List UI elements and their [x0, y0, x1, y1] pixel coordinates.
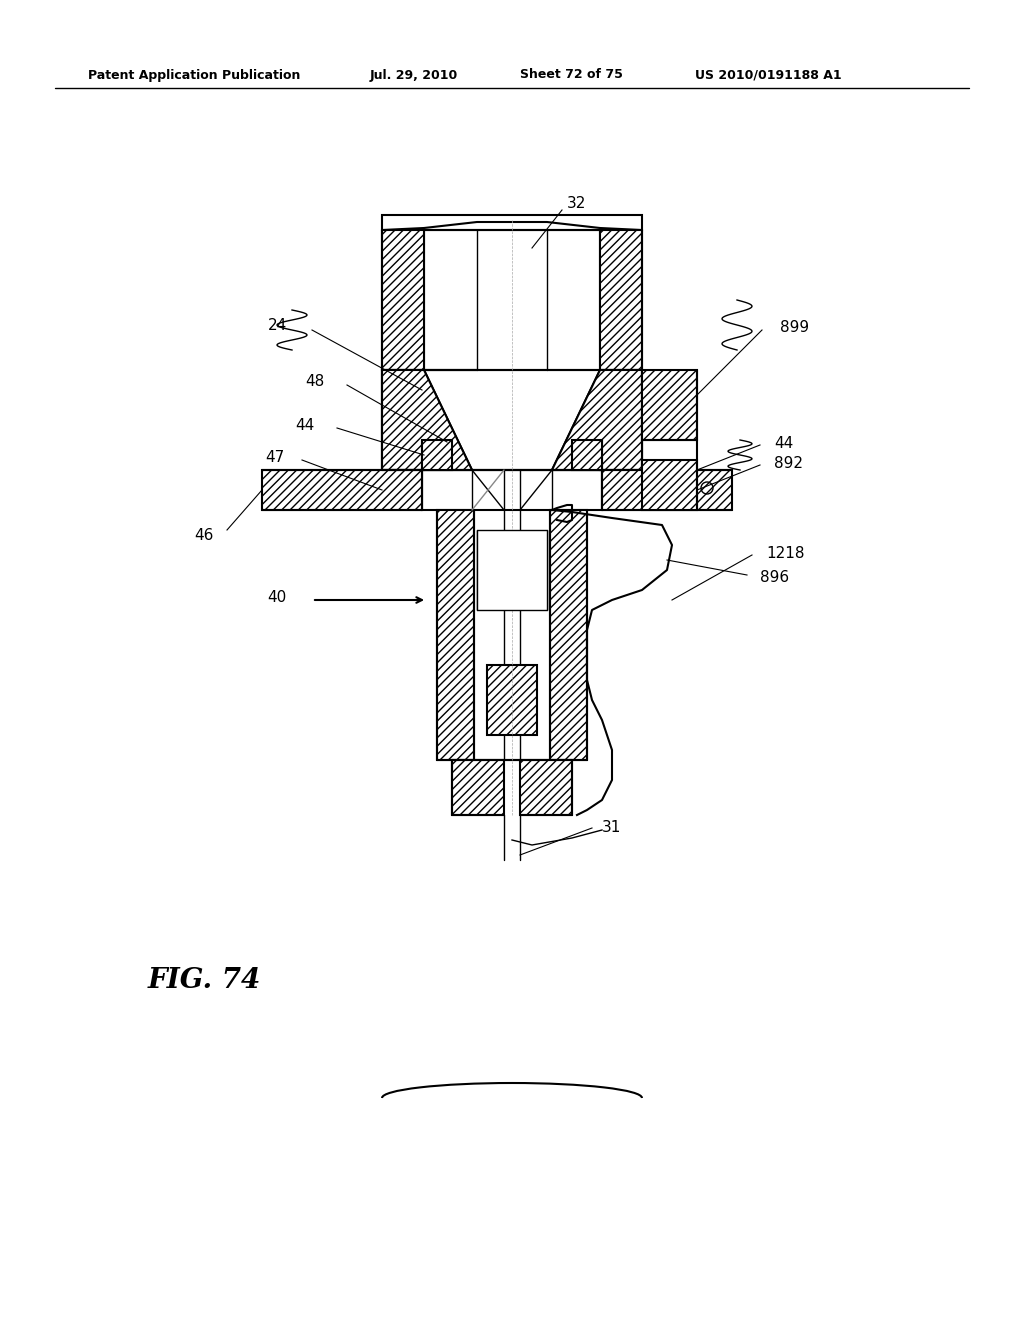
Bar	[382, 370, 424, 470]
Text: 32: 32	[567, 195, 587, 210]
Bar	[437, 510, 474, 760]
Bar	[422, 440, 452, 470]
Polygon shape	[382, 370, 472, 470]
Bar	[600, 370, 642, 470]
Bar	[262, 470, 422, 510]
Text: 47: 47	[265, 450, 284, 466]
Bar	[520, 760, 572, 814]
Text: Sheet 72 of 75: Sheet 72 of 75	[520, 69, 623, 82]
Text: 46: 46	[195, 528, 214, 543]
Bar	[642, 459, 697, 510]
Bar	[602, 470, 732, 510]
Text: 24: 24	[267, 318, 287, 333]
Bar	[600, 230, 642, 370]
Bar	[422, 470, 602, 510]
Text: 892: 892	[774, 455, 803, 470]
Text: 896: 896	[760, 570, 790, 586]
Text: FIG. 74: FIG. 74	[148, 966, 261, 994]
Text: Patent Application Publication: Patent Application Publication	[88, 69, 300, 82]
Text: Jul. 29, 2010: Jul. 29, 2010	[370, 69, 459, 82]
Text: 899: 899	[780, 321, 809, 335]
Text: 44: 44	[774, 436, 794, 450]
Polygon shape	[382, 215, 642, 230]
Bar	[477, 531, 547, 610]
Bar	[550, 510, 587, 760]
Polygon shape	[552, 370, 642, 470]
Text: 44: 44	[295, 417, 314, 433]
Text: 31: 31	[602, 821, 622, 836]
Text: 1218: 1218	[766, 545, 805, 561]
Bar	[487, 665, 537, 735]
Bar	[642, 370, 697, 440]
Text: 48: 48	[305, 375, 324, 389]
Bar	[452, 760, 504, 814]
Bar	[424, 230, 600, 370]
Bar	[572, 440, 602, 470]
Text: US 2010/0191188 A1: US 2010/0191188 A1	[695, 69, 842, 82]
Text: 40: 40	[267, 590, 287, 606]
Bar	[382, 230, 424, 370]
